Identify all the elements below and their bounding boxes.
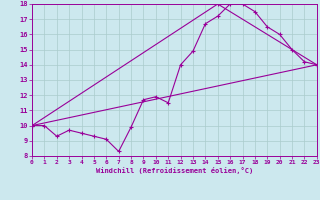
X-axis label: Windchill (Refroidissement éolien,°C): Windchill (Refroidissement éolien,°C) xyxy=(96,167,253,174)
